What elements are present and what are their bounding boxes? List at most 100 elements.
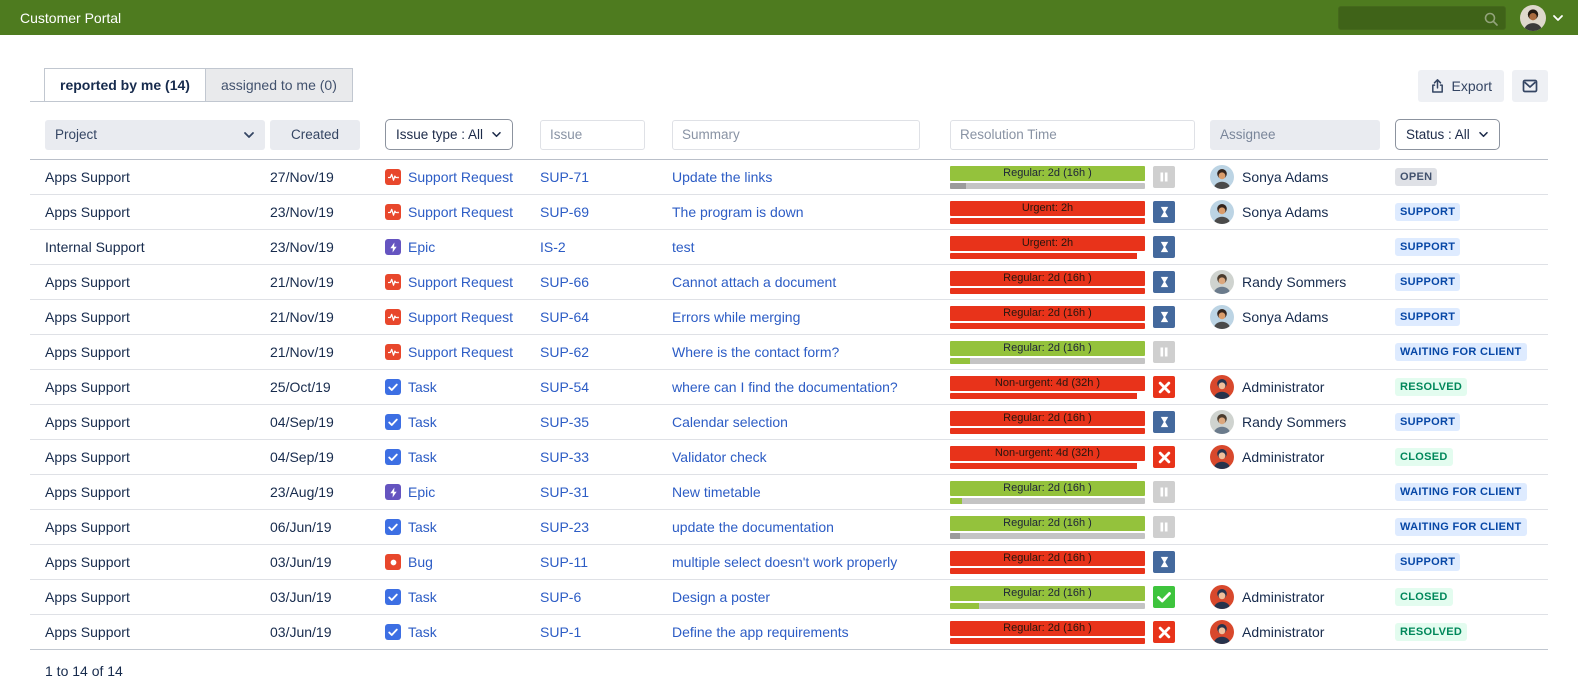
- issue-key-link[interactable]: SUP-64: [540, 309, 590, 325]
- issue-type-label[interactable]: Task: [408, 624, 437, 640]
- summary-cell: where can I find the documentation?: [672, 379, 950, 395]
- sla-progress-fill: [950, 357, 970, 364]
- issue-summary-link[interactable]: Cannot attach a document: [672, 274, 837, 290]
- issue-key-link[interactable]: SUP-11: [540, 554, 588, 570]
- issue-key-link[interactable]: SUP-35: [540, 414, 590, 430]
- issue-type-label[interactable]: Epic: [408, 484, 436, 500]
- issue-summary-link[interactable]: test: [672, 239, 695, 255]
- issue-key-link[interactable]: SUP-1: [540, 624, 582, 640]
- created-date: 04/Sep/19: [270, 449, 334, 465]
- created-cell: 06/Jun/19: [270, 519, 385, 535]
- issue-type-label[interactable]: Support Request: [408, 169, 514, 185]
- issue-key-link[interactable]: SUP-66: [540, 274, 590, 290]
- email-button[interactable]: [1512, 70, 1548, 102]
- project-label: Apps Support: [45, 204, 130, 220]
- issue-type-label[interactable]: Task: [408, 379, 437, 395]
- sla-label: Urgent: 2h: [1021, 237, 1074, 249]
- envelope-icon: [1522, 79, 1538, 93]
- issue-type-label[interactable]: Task: [408, 589, 437, 605]
- issue-key-link[interactable]: IS-2: [540, 239, 566, 255]
- issue-type-label[interactable]: Epic: [408, 239, 436, 255]
- issue-type-label[interactable]: Task: [408, 414, 437, 430]
- table-filter-row: Project Created Issue type : All As: [30, 119, 1548, 160]
- issue-summary-link[interactable]: The program is down: [672, 204, 804, 220]
- assignee-filter-field[interactable]: Assignee: [1210, 119, 1380, 150]
- sla-label: Regular: 2d (16h ): [1003, 412, 1092, 424]
- export-button-label: Export: [1451, 78, 1492, 94]
- issue-summary-link[interactable]: update the documentation: [672, 519, 834, 535]
- issue-type-label[interactable]: Task: [408, 449, 437, 465]
- tab-reported-by-me[interactable]: reported by me (14): [44, 68, 206, 102]
- issue-key-link[interactable]: SUP-62: [540, 344, 590, 360]
- assignee-avatar: [1210, 375, 1234, 399]
- sla-pause-icon: [1153, 341, 1175, 363]
- issue-key-link[interactable]: SUP-6: [540, 589, 582, 605]
- issue-key-cell: SUP-64: [540, 309, 672, 325]
- search-input[interactable]: [1339, 6, 1505, 29]
- issue-summary-link[interactable]: Define the app requirements: [672, 624, 849, 640]
- issue-type-label[interactable]: Support Request: [408, 204, 514, 220]
- export-button[interactable]: Export: [1417, 70, 1504, 102]
- project-filter-dropdown[interactable]: Project: [45, 119, 265, 150]
- issue-type-filter-select[interactable]: Issue type : All: [385, 119, 514, 150]
- status-cell: SUPPORT: [1395, 413, 1530, 431]
- created-cell: 21/Nov/19: [270, 344, 385, 360]
- search-icon[interactable]: [1483, 11, 1499, 32]
- project-cell: Apps Support: [30, 449, 270, 465]
- topbar-search[interactable]: [1338, 5, 1506, 32]
- issue-summary-link[interactable]: where can I find the documentation?: [672, 379, 898, 395]
- issue-summary-link[interactable]: Update the links: [672, 169, 773, 185]
- issue-summary-link[interactable]: multiple select doesn't work properly: [672, 554, 898, 570]
- sla-progress-fill: [950, 532, 960, 539]
- table-row: Internal Support 23/Nov/19 Epic IS-2 test Urg…: [30, 230, 1548, 265]
- issue-type-label[interactable]: Support Request: [408, 309, 514, 325]
- resolution-time-filter-input[interactable]: [950, 119, 1195, 150]
- status-cell: SUPPORT: [1395, 238, 1530, 256]
- status-filter-select[interactable]: Status : All: [1395, 119, 1500, 150]
- status-badge: SUPPORT: [1395, 238, 1461, 256]
- issue-summary-link[interactable]: Where is the contact form?: [672, 344, 840, 360]
- issue-type-label[interactable]: Bug: [408, 554, 433, 570]
- created-column-header[interactable]: Created: [270, 119, 360, 150]
- assignee-name: Randy Sommers: [1242, 274, 1347, 290]
- issue-summary-link[interactable]: Calendar selection: [672, 414, 788, 430]
- issue-type-label[interactable]: Support Request: [408, 344, 514, 360]
- tab-assigned-to-me[interactable]: assigned to me (0): [205, 68, 353, 102]
- resolution-time-cell: Regular: 2d (16h ): [950, 480, 1210, 504]
- summary-filter-input[interactable]: [672, 119, 920, 150]
- support-issue-type-icon: [385, 274, 401, 290]
- created-date: 27/Nov/19: [270, 169, 334, 185]
- app-title: Customer Portal: [20, 9, 122, 26]
- issue-type-cell: Bug: [385, 554, 540, 570]
- issue-summary-link[interactable]: Design a poster: [672, 589, 771, 605]
- issue-type-cell: Task: [385, 414, 540, 430]
- resolution-time-cell: Non-urgent: 4d (32h ): [950, 445, 1210, 469]
- user-avatar[interactable]: [1520, 4, 1546, 31]
- status-badge: RESOLVED: [1395, 623, 1468, 641]
- epic-issue-type-icon: [385, 239, 401, 255]
- issue-summary-link[interactable]: Validator check: [672, 449, 767, 465]
- issue-key-link[interactable]: SUP-23: [540, 519, 590, 535]
- issue-type-label[interactable]: Support Request: [408, 274, 514, 290]
- chevron-down-icon: [492, 131, 501, 138]
- issue-summary-link[interactable]: Errors while merging: [672, 309, 801, 325]
- created-date: 21/Nov/19: [270, 309, 334, 325]
- sla-label: Regular: 2d (16h ): [1003, 517, 1092, 529]
- issue-filter-input[interactable]: [540, 119, 645, 150]
- issue-key-link[interactable]: SUP-54: [540, 379, 590, 395]
- issue-key-link[interactable]: SUP-31: [540, 484, 590, 500]
- project-label: Apps Support: [45, 169, 130, 185]
- issue-key-link[interactable]: SUP-69: [540, 204, 590, 220]
- status-cell: RESOLVED: [1395, 378, 1530, 396]
- issue-summary-link[interactable]: New timetable: [672, 484, 761, 500]
- status-badge: WAITING FOR CLIENT: [1395, 518, 1527, 536]
- sla-pause-icon: [1153, 516, 1175, 538]
- user-menu-chevron-down-icon[interactable]: [1552, 14, 1564, 22]
- view-tabs: reported by me (14) assigned to me (0): [30, 68, 353, 102]
- issue-type-label[interactable]: Task: [408, 519, 437, 535]
- issue-key-link[interactable]: SUP-71: [540, 169, 590, 185]
- created-date: 03/Jun/19: [270, 589, 332, 605]
- support-issue-type-icon: [385, 309, 401, 325]
- issue-key-cell: SUP-62: [540, 344, 672, 360]
- issue-key-link[interactable]: SUP-33: [540, 449, 590, 465]
